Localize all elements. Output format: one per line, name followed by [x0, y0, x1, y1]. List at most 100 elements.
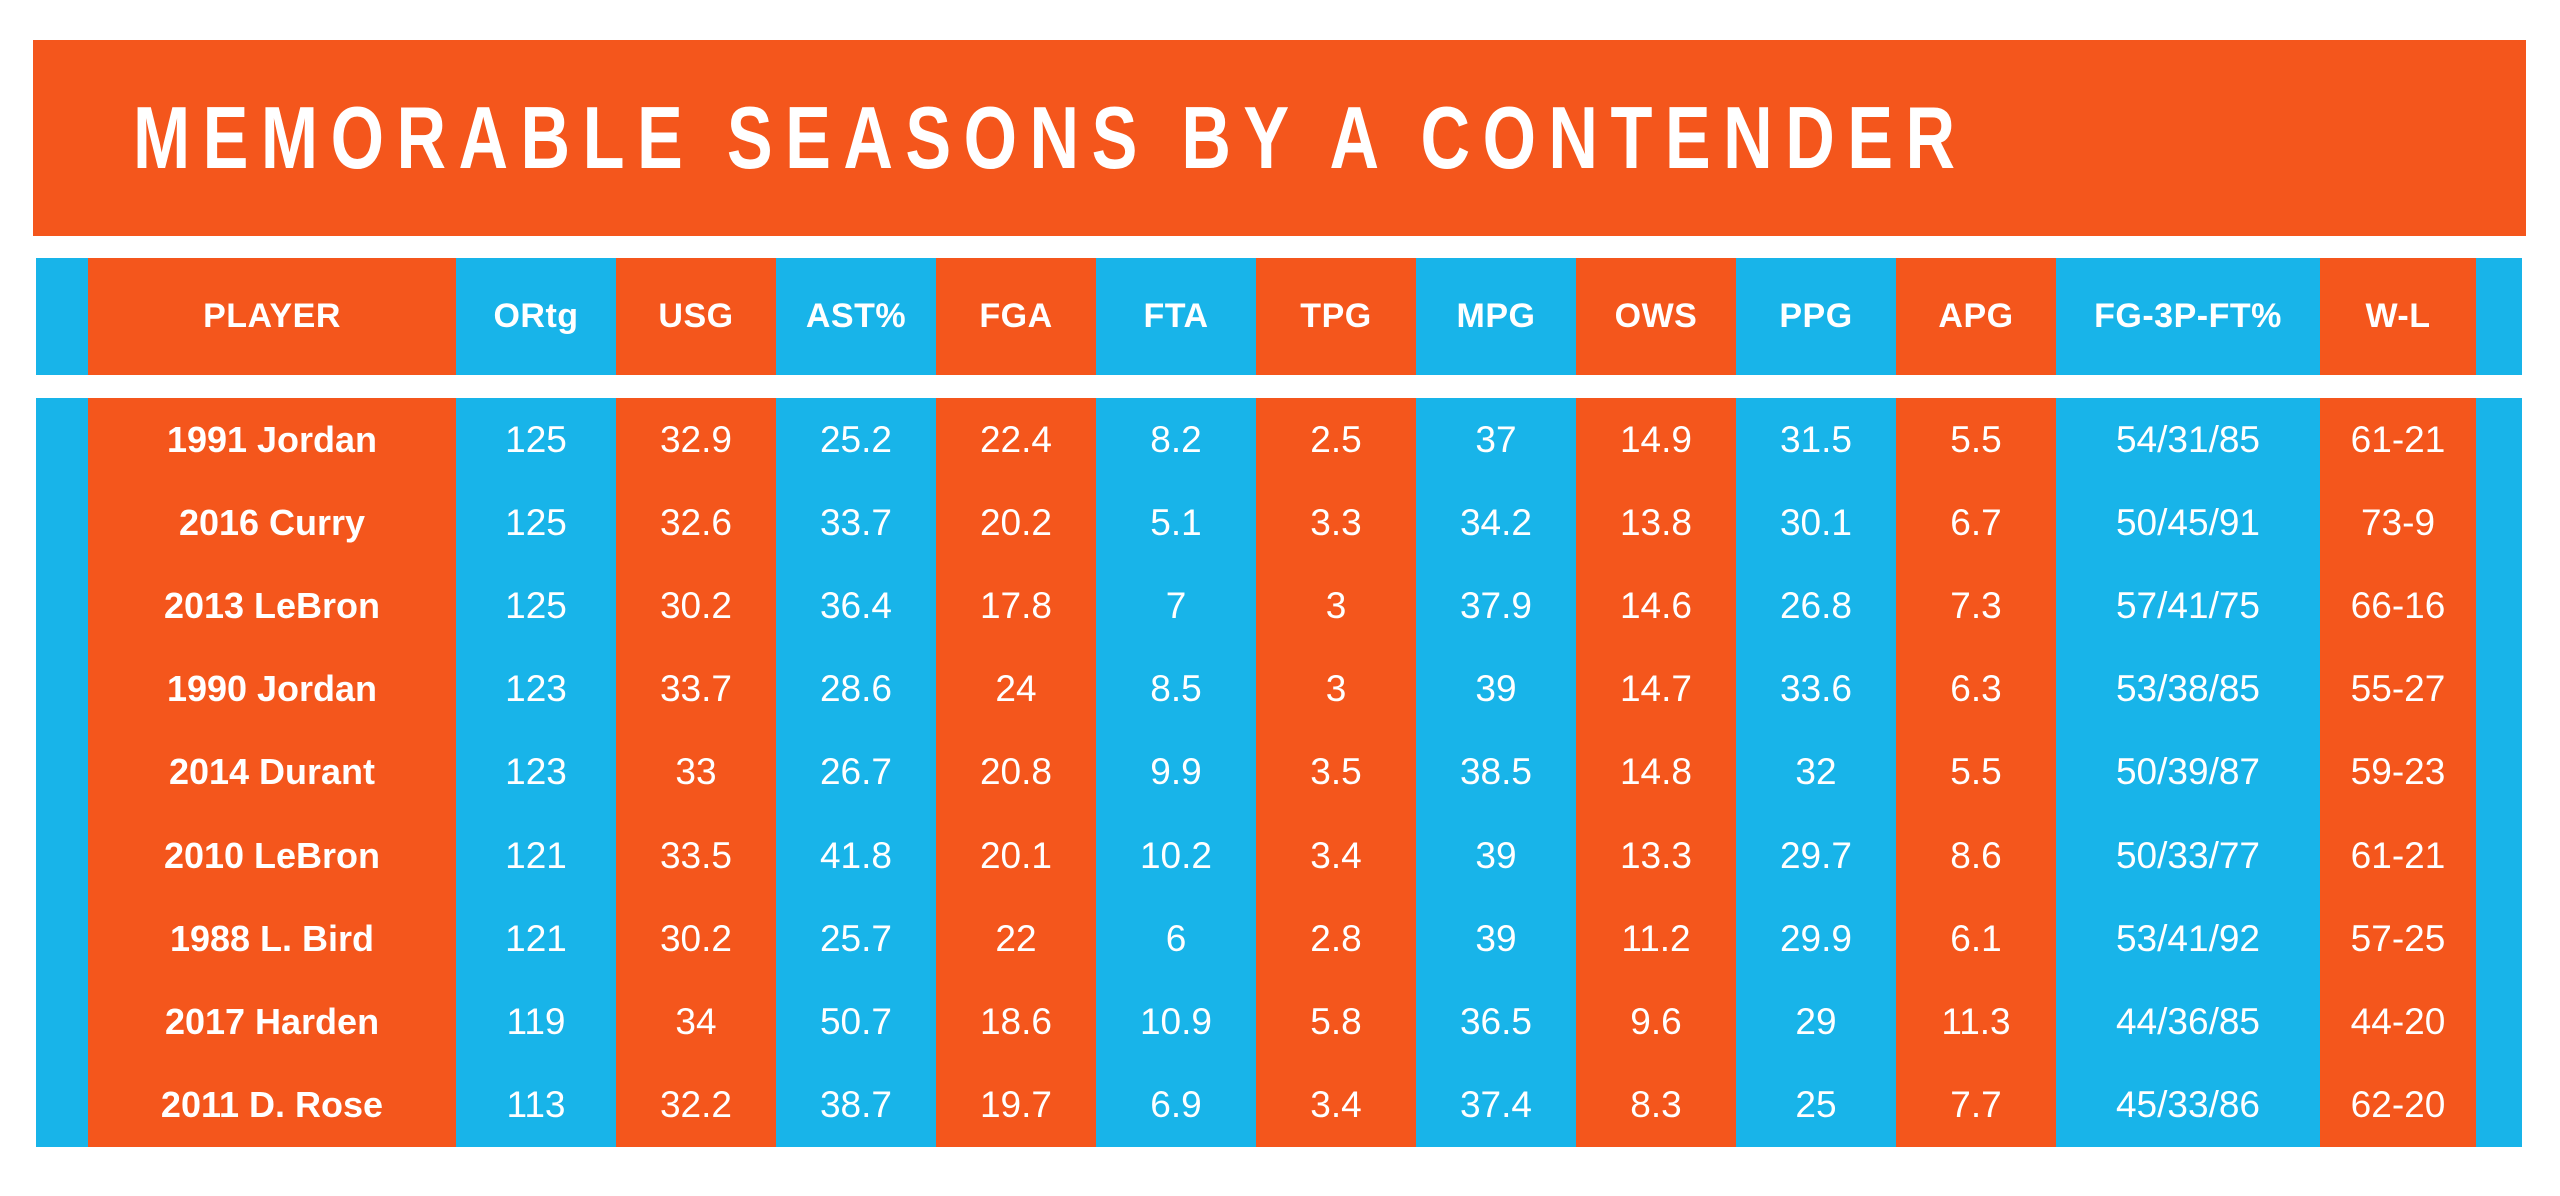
- player-cell: 1988 L. Bird: [169, 917, 375, 959]
- stat-cell: 30.2: [659, 585, 732, 627]
- stat-cell: 33.7: [659, 668, 732, 710]
- column-ast: AST% 25.2 33.7 36.4 28.6 26.7 41.8 25.7 50.7 38.7: [776, 258, 936, 1147]
- column-body: 31.5 30.1 26.8 33.6 32 29.7 29.9 29 25: [1736, 398, 1896, 1147]
- stat-cell: 18.6: [979, 1001, 1052, 1043]
- stat-cell: 30.2: [659, 917, 732, 959]
- column-body: 125 125 125 123 123 121 121 119 113: [456, 398, 616, 1147]
- stat-cell: 45/33/86: [2115, 1084, 2261, 1126]
- stat-cell: 28.6: [819, 668, 892, 710]
- player-cell: 1990 Jordan: [166, 668, 378, 710]
- stat-cell: 50/39/87: [2115, 751, 2261, 793]
- stat-cell: 33.5: [659, 834, 732, 876]
- header-body-gap: [2320, 375, 2476, 398]
- stat-cell: 57-25: [2350, 917, 2446, 959]
- header-body-gap: [1256, 375, 1416, 398]
- stat-cell: 66-16: [2350, 585, 2446, 627]
- stat-cell: 6.9: [1150, 1084, 1202, 1126]
- stat-cell: 5.5: [1950, 751, 2002, 793]
- stat-cell: 36.4: [819, 585, 892, 627]
- stat-cell: 20.2: [979, 501, 1052, 543]
- stat-cell: 37: [1475, 418, 1517, 460]
- stat-cell: 6: [1165, 917, 1187, 959]
- stat-cell: 10.9: [1139, 1001, 1212, 1043]
- title-banner: MEMORABLE SEASONS BY A CONTENDER: [33, 40, 2526, 236]
- stat-cell: 125: [505, 501, 567, 543]
- column-ppg: PPG 31.5 30.1 26.8 33.6 32 29.7 29.9 29 25: [1736, 258, 1896, 1147]
- header-body-gap: [1576, 375, 1736, 398]
- stat-cell: 6.1: [1950, 917, 2002, 959]
- column-header-label: PPG: [1779, 297, 1853, 335]
- column-body: 25.2 33.7 36.4 28.6 26.7 41.8 25.7 50.7 38.7: [776, 398, 936, 1147]
- player-cell: 2013 LeBron: [163, 585, 381, 627]
- stat-cell: 2.5: [1310, 418, 1362, 460]
- column-fg-3p-ft: FG-3P-FT% 54/31/85 50/45/91 57/41/75 53/38/8…: [2056, 258, 2320, 1147]
- stat-cell: 39: [1475, 834, 1517, 876]
- strip-header-block: [36, 258, 88, 375]
- stat-cell: 29.9: [1779, 917, 1852, 959]
- stat-cell: 73-9: [2360, 501, 2436, 543]
- stat-cell: 125: [505, 585, 567, 627]
- stat-cell: 3: [1325, 585, 1347, 627]
- page-title: MEMORABLE SEASONS BY A CONTENDER: [133, 88, 1968, 187]
- stat-cell: 33.7: [819, 501, 892, 543]
- stat-cell: 5.8: [1310, 1001, 1362, 1043]
- stat-cell: 26.7: [819, 751, 892, 793]
- stat-cell: 24: [995, 668, 1037, 710]
- strip-header-block: [2476, 258, 2522, 375]
- column-body: 54/31/85 50/45/91 57/41/75 53/38/85 50/39/87…: [2056, 398, 2320, 1147]
- column-header-label: MPG: [1456, 297, 1536, 335]
- stat-cell: 20.8: [979, 751, 1052, 793]
- stat-cell: 32: [1795, 751, 1837, 793]
- player-cell: 2010 LeBron: [163, 834, 381, 876]
- stat-cell: 39: [1475, 668, 1517, 710]
- stat-cell: 14.8: [1619, 751, 1692, 793]
- stat-cell: 59-23: [2350, 751, 2446, 793]
- column-header-label: W-L: [2365, 297, 2431, 335]
- stat-cell: 30.1: [1779, 501, 1852, 543]
- right-edge-strip: [2476, 258, 2522, 1147]
- stat-cell: 39: [1475, 917, 1517, 959]
- stat-cell: 53/41/92: [2115, 917, 2261, 959]
- stat-cell: 3.5: [1310, 751, 1362, 793]
- stat-cell: 25.2: [819, 418, 892, 460]
- stat-cell: 3.4: [1310, 1084, 1362, 1126]
- stat-cell: 34: [675, 1001, 717, 1043]
- stat-cell: 7: [1165, 585, 1187, 627]
- stat-cell: 25.7: [819, 917, 892, 959]
- stat-cell: 119: [506, 1001, 566, 1043]
- stat-cell: 3.3: [1310, 501, 1362, 543]
- stat-cell: 14.6: [1619, 585, 1692, 627]
- column-body: 1991 Jordan 2016 Curry 2013 LeBron 1990 Jor…: [88, 398, 456, 1147]
- stat-cell: 61-21: [2350, 834, 2446, 876]
- header-body-gap: [1416, 375, 1576, 398]
- stat-cell: 13.8: [1619, 501, 1692, 543]
- player-cell: 1991 Jordan: [166, 418, 378, 460]
- column-ows: OWS 14.9 13.8 14.6 14.7 14.8 13.3 11.2 9.6 8.3: [1576, 258, 1736, 1147]
- column-body: 14.9 13.8 14.6 14.7 14.8 13.3 11.2 9.6 8.3: [1576, 398, 1736, 1147]
- stat-cell: 6.7: [1950, 501, 2002, 543]
- player-cell: 2011 D. Rose: [160, 1084, 384, 1126]
- stat-cell: 9.9: [1150, 751, 1202, 793]
- stat-cell: 50/45/91: [2115, 501, 2261, 543]
- stat-cell: 50.7: [819, 1001, 892, 1043]
- header-body-gap: [776, 375, 936, 398]
- column-header-label: APG: [1938, 297, 2014, 335]
- stat-cell: 26.8: [1779, 585, 1852, 627]
- header-body-gap: [2476, 375, 2522, 398]
- stat-cell: 3: [1325, 668, 1347, 710]
- stat-cell: 20.1: [979, 834, 1052, 876]
- column-header-label: USG: [658, 297, 734, 335]
- column-usg: USG 32.9 32.6 30.2 33.7 33 33.5 30.2 34 32.2: [616, 258, 776, 1147]
- stat-cell: 38.7: [819, 1084, 892, 1126]
- stat-cell: 123: [505, 751, 567, 793]
- stat-cell: 7.7: [1950, 1084, 2002, 1126]
- stat-cell: 32.6: [659, 501, 732, 543]
- stat-cell: 44/36/85: [2115, 1001, 2261, 1043]
- header-body-gap: [616, 375, 776, 398]
- stat-cell: 44-20: [2350, 1001, 2446, 1043]
- strip-body-block: [2476, 398, 2522, 1147]
- header-body-gap: [88, 375, 456, 398]
- stat-cell: 19.7: [979, 1084, 1052, 1126]
- column-player: PLAYER 1991 Jordan 2016 Curry 2013 LeBron 19…: [88, 258, 456, 1147]
